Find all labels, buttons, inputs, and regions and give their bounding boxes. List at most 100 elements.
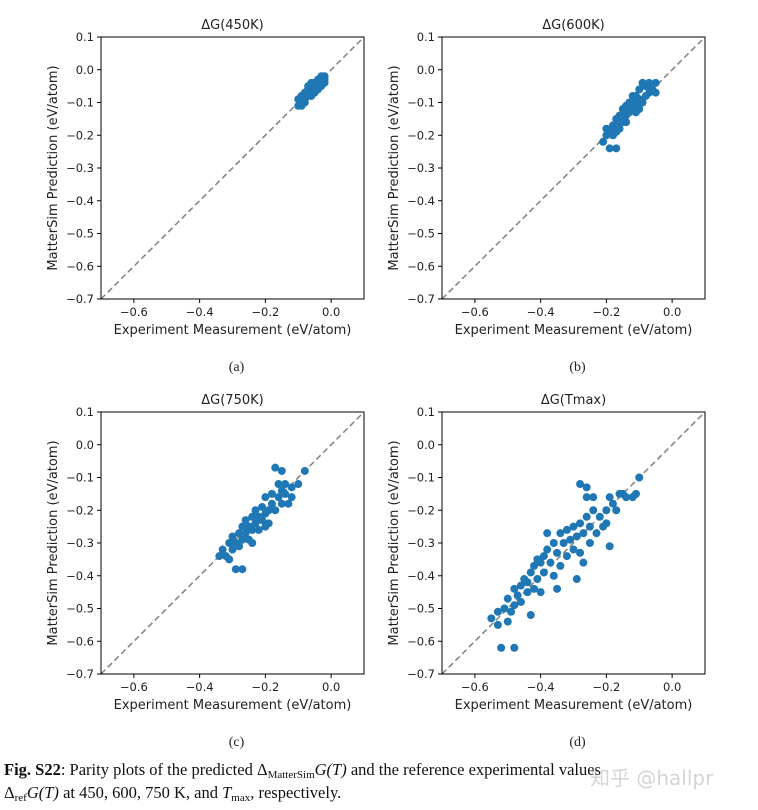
data-point	[539, 552, 548, 561]
caption-subscript: MatterSim	[267, 769, 315, 781]
data-point	[539, 568, 548, 577]
x-axis-label: Experiment Measurement (eV/atom)	[455, 698, 693, 713]
data-point	[235, 529, 244, 538]
y-tick-label: −0.5	[66, 602, 94, 616]
data-point	[274, 480, 283, 489]
data-point	[612, 144, 621, 153]
data-point	[599, 137, 608, 146]
y-tick-label: 0.1	[417, 405, 435, 419]
data-point	[536, 558, 545, 567]
subfigure-label: (c)	[229, 735, 245, 750]
data-point	[238, 522, 247, 531]
x-tick-label: −0.2	[592, 305, 620, 319]
data-point	[635, 85, 644, 94]
x-axis-label: Experiment Measurement (eV/atom)	[114, 323, 352, 338]
data-point	[536, 588, 545, 597]
data-point	[589, 506, 598, 515]
data-point	[605, 493, 614, 502]
data-point	[510, 584, 519, 593]
y-tick-label: −0.1	[407, 471, 435, 485]
y-tick-label: 0.0	[76, 63, 94, 77]
panel-d: −0.6 −0.4 −0.2 0.0 0.1 0.0 −0.1 −0.2 −0.3 −0.4 −0.…	[387, 393, 706, 750]
y-tick-label: −0.4	[407, 569, 435, 583]
panel-a: −0.6 −0.4 −0.2 0.0 0.1 0.0 −0.1 −0.2 −0.3 −0.4 −0.…	[46, 18, 365, 375]
data-point	[576, 480, 585, 489]
y-tick-label: −0.6	[407, 634, 435, 648]
y-tick-label: 0.0	[417, 63, 435, 77]
data-point	[500, 604, 509, 613]
data-point	[553, 584, 562, 593]
data-point	[277, 486, 286, 495]
x-tick-label: 0.0	[663, 680, 681, 694]
data-point	[248, 512, 257, 521]
x-tick-label: −0.2	[251, 680, 279, 694]
data-point	[516, 597, 525, 606]
data-point	[595, 512, 604, 521]
data-point	[271, 506, 280, 515]
panel-b: −0.6 −0.4 −0.2 0.0 0.1 0.0 −0.1 −0.2 −0.3 −0.4 −0.…	[387, 18, 706, 375]
data-point	[231, 565, 240, 574]
data-point	[241, 516, 250, 525]
y-tick-label: −0.6	[66, 259, 94, 273]
data-point	[602, 519, 611, 528]
parity-reference-line	[441, 411, 706, 675]
data-point	[645, 78, 654, 87]
data-point	[562, 525, 571, 534]
data-point	[615, 118, 624, 127]
subfigure-label: (b)	[569, 360, 586, 375]
data-point	[582, 483, 591, 492]
data-point	[638, 98, 647, 107]
data-point	[572, 575, 581, 584]
data-point	[251, 506, 260, 515]
y-tick-label: −0.1	[66, 96, 94, 110]
chart-title: ΔG(750K)	[201, 393, 263, 408]
caption-text: : Parity plots of the predicted Δ	[60, 760, 268, 779]
x-axis-label: Experiment Measurement (eV/atom)	[455, 323, 693, 338]
data-point	[556, 561, 565, 570]
data-point	[582, 493, 591, 502]
y-tick-label: 0.1	[76, 405, 94, 419]
data-point	[569, 545, 578, 554]
y-tick-label: −0.5	[66, 227, 94, 241]
y-tick-label: −0.3	[66, 161, 94, 175]
y-axis-label: MatterSim Prediction (eV/atom)	[46, 65, 61, 270]
data-point	[248, 525, 257, 534]
x-tick-label: 0.0	[663, 305, 681, 319]
data-point	[284, 499, 293, 508]
caption-math: T	[222, 783, 232, 802]
chart-title: ΔG(600K)	[542, 18, 604, 33]
data-point	[516, 581, 525, 590]
y-tick-label: 0.0	[76, 438, 94, 452]
data-point	[317, 82, 326, 91]
y-tick-label: 0.1	[76, 30, 94, 44]
data-point	[523, 588, 532, 597]
y-axis-label: MatterSim Prediction (eV/atom)	[46, 440, 61, 645]
data-point	[628, 98, 637, 107]
data-point	[215, 552, 224, 561]
x-axis-label: Experiment Measurement (eV/atom)	[114, 698, 352, 713]
data-point	[589, 493, 598, 502]
subfigure-label: (d)	[569, 735, 586, 750]
y-tick-label: −0.3	[66, 536, 94, 550]
chart-title: ΔG(450K)	[201, 18, 263, 33]
data-point	[493, 607, 502, 616]
data-point	[228, 532, 237, 541]
data-point	[294, 95, 303, 104]
y-tick-label: −0.7	[407, 667, 435, 681]
data-point	[228, 545, 237, 554]
data-point	[493, 620, 502, 629]
y-tick-label: 0.0	[417, 438, 435, 452]
y-tick-label: −0.7	[66, 292, 94, 306]
data-point	[523, 578, 532, 587]
y-tick-label: −0.3	[407, 536, 435, 550]
data-point	[320, 72, 329, 81]
data-point	[608, 121, 617, 130]
x-tick-label: −0.4	[186, 680, 214, 694]
data-point	[526, 611, 535, 620]
y-tick-label: −0.5	[407, 227, 435, 241]
data-point	[254, 525, 263, 534]
data-point	[513, 591, 522, 600]
data-point	[261, 493, 270, 502]
data-point	[546, 558, 555, 567]
data-point	[267, 499, 276, 508]
